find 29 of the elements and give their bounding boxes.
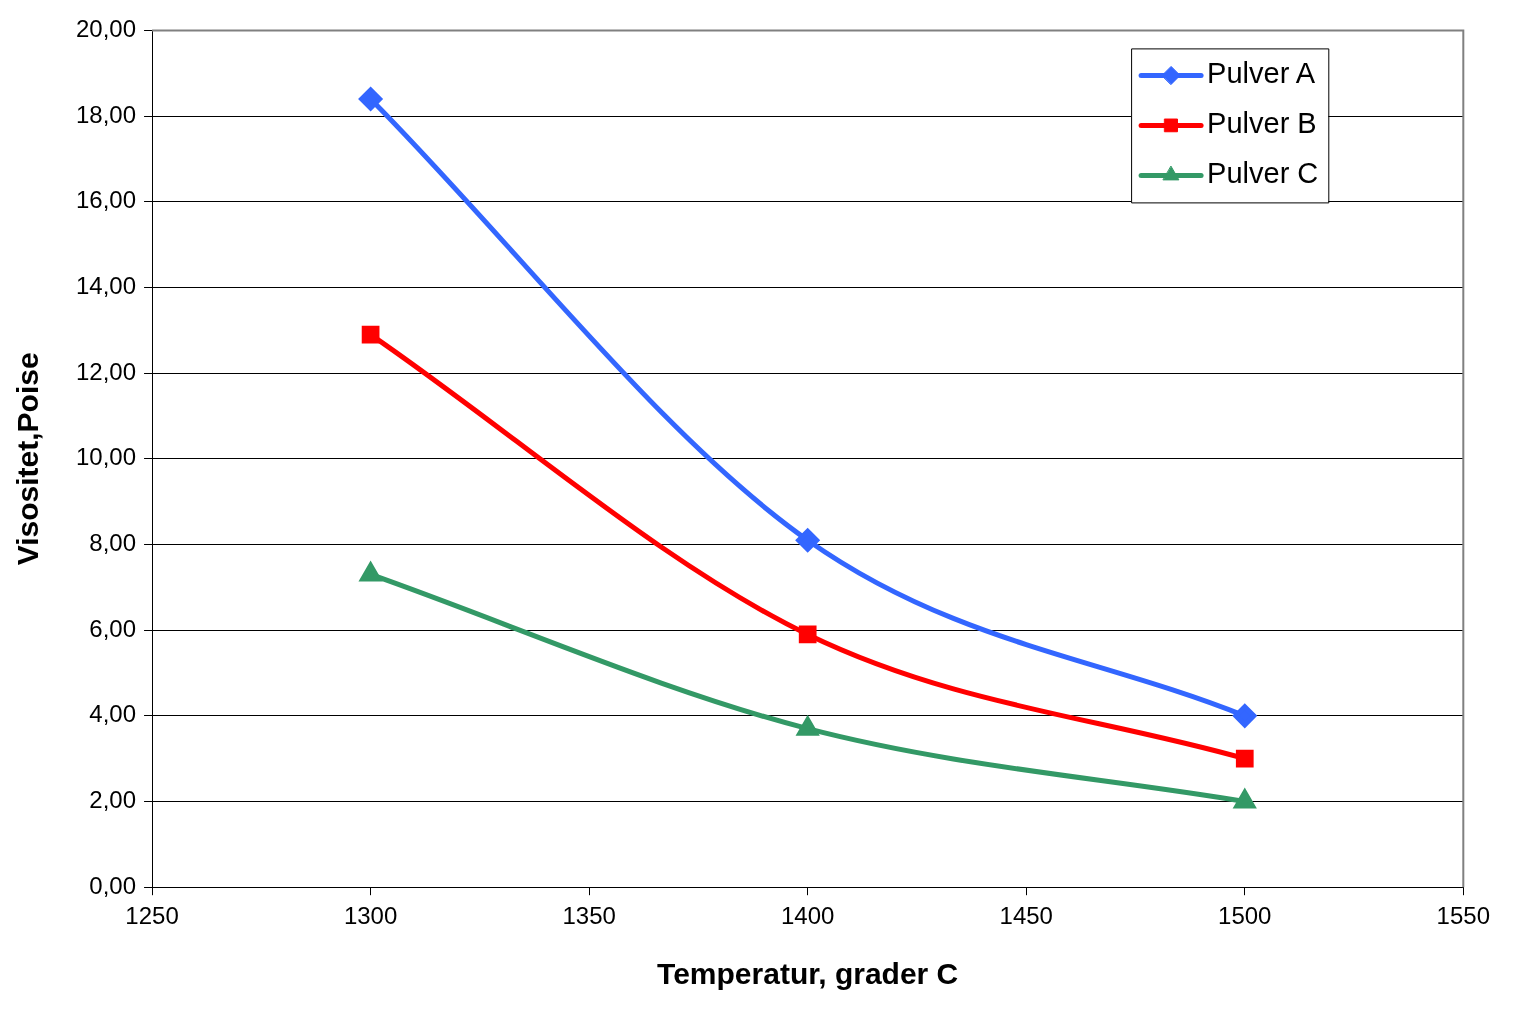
x-tick-label: 1250 xyxy=(125,902,179,930)
y-tick-label: 0,00 xyxy=(89,871,137,899)
legend-label: Pulver B xyxy=(1207,107,1317,140)
legend-label: Pulver A xyxy=(1207,57,1316,90)
y-tick-label: 8,00 xyxy=(89,529,137,557)
y-tick-label: 4,00 xyxy=(89,700,137,728)
point xyxy=(1233,704,1257,728)
point xyxy=(1235,749,1254,768)
x-axis-title: Temperatur, grader C xyxy=(657,957,959,991)
y-tick-label: 10,00 xyxy=(76,443,137,471)
legend-label: Pulver C xyxy=(1207,157,1319,190)
point xyxy=(796,528,820,552)
y-tick-label: 18,00 xyxy=(76,100,137,128)
x-tick-label: 1400 xyxy=(780,902,835,930)
y-tick-label: 2,00 xyxy=(89,786,137,814)
point xyxy=(361,325,380,344)
x-tick-label: 1300 xyxy=(343,902,398,930)
y-tick-label: 14,00 xyxy=(76,272,137,300)
y-tick-label: 16,00 xyxy=(76,186,137,214)
y-tick-label: 6,00 xyxy=(89,614,137,642)
y-tick-label: 20,00 xyxy=(76,15,137,43)
x-tick-label: 1550 xyxy=(1436,902,1490,930)
y-axis-title: Visositet,Poise xyxy=(11,352,45,566)
point xyxy=(798,625,817,644)
point xyxy=(359,87,383,111)
y-tick-label: 12,00 xyxy=(76,357,137,385)
x-tick-label: 1500 xyxy=(1218,902,1272,930)
x-tick-label: 1350 xyxy=(562,902,616,930)
x-tick-label: 1450 xyxy=(999,902,1053,930)
